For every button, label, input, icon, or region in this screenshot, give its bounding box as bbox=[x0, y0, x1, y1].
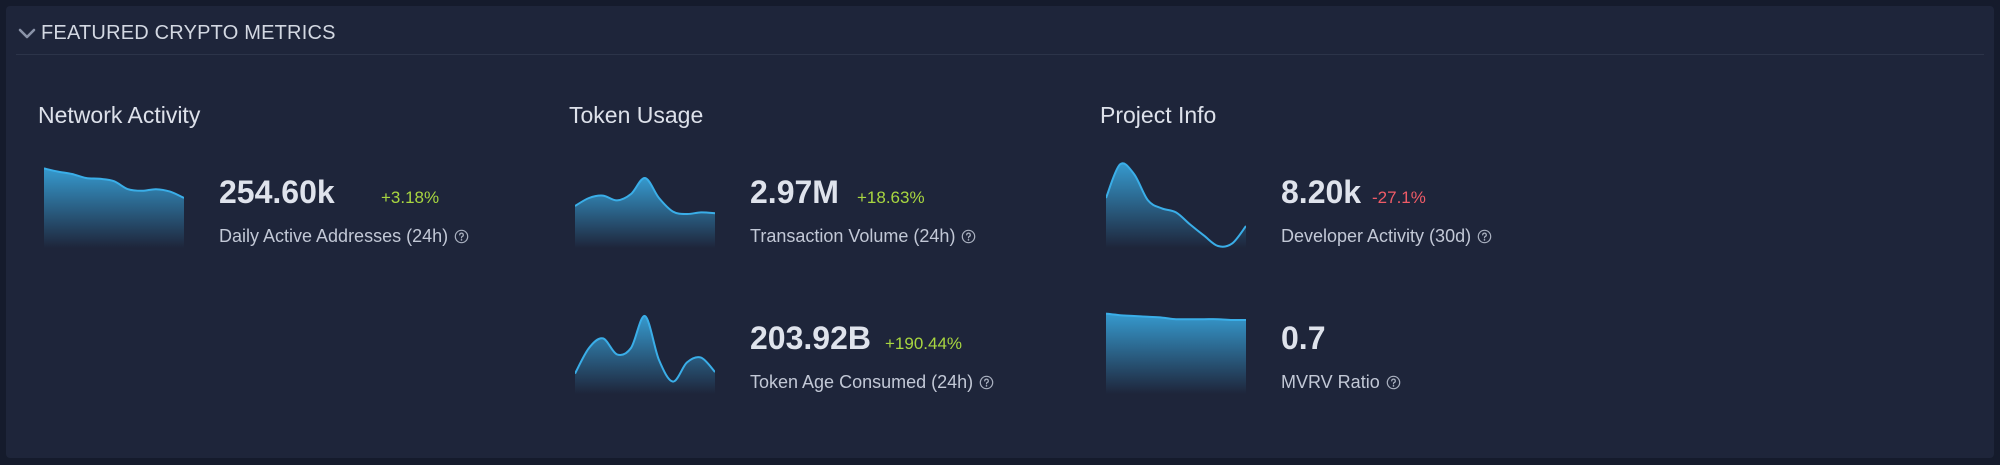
metric-value: 203.92B bbox=[750, 320, 871, 356]
help-icon[interactable] bbox=[454, 229, 469, 244]
sparkline-chart bbox=[575, 177, 715, 248]
metric-change: +3.18% bbox=[381, 188, 440, 207]
help-icon[interactable] bbox=[1477, 229, 1492, 244]
metric-value: 2.97M bbox=[750, 174, 839, 210]
sparkline-area bbox=[1106, 163, 1246, 248]
metric-label: Transaction Volume (24h) bbox=[750, 226, 976, 247]
metric-label-text: Token Age Consumed (24h) bbox=[750, 372, 974, 392]
metric-value: 8.20k bbox=[1281, 174, 1362, 210]
sparkline-chart bbox=[575, 314, 715, 394]
metric-label: Token Age Consumed (24h) bbox=[750, 372, 994, 393]
sparkline-line bbox=[575, 314, 715, 383]
sparkline-area bbox=[1106, 313, 1246, 394]
help-icon[interactable] bbox=[979, 375, 994, 390]
chevron-down-icon[interactable] bbox=[16, 22, 38, 44]
group-title-project-info: Project Info bbox=[1100, 102, 1217, 128]
sparkline-chart bbox=[44, 167, 184, 248]
sparkline-chart bbox=[1106, 162, 1246, 248]
sparkline-line bbox=[44, 167, 184, 199]
panel-header-toggle[interactable]: FEATURED CRYPTO METRICS bbox=[16, 16, 336, 50]
sparkline-line bbox=[1106, 162, 1246, 248]
help-icon[interactable] bbox=[961, 229, 976, 244]
panel-title: FEATURED CRYPTO METRICS bbox=[41, 21, 336, 44]
metric-label-text: Developer Activity (30d) bbox=[1281, 226, 1472, 246]
featured-metrics-panel: FEATURED CRYPTO METRICS Network Activity… bbox=[6, 6, 1994, 458]
metric-change: +190.44% bbox=[885, 334, 963, 353]
metric-label-text: Daily Active Addresses (24h) bbox=[219, 226, 449, 246]
metric-change: -27.1% bbox=[1372, 188, 1426, 207]
metric-label: Daily Active Addresses (24h) bbox=[219, 226, 469, 247]
metric-label: MVRV Ratio bbox=[1281, 372, 1401, 393]
sparkline-line bbox=[575, 177, 715, 216]
metric-label: Developer Activity (30d) bbox=[1281, 226, 1492, 247]
group-title-token-usage: Token Usage bbox=[569, 102, 704, 128]
sparkline-line bbox=[1106, 312, 1246, 322]
metric-label-text: MVRV Ratio bbox=[1281, 372, 1380, 392]
metric-change: +18.63% bbox=[857, 188, 925, 207]
metric-value: 0.7 bbox=[1281, 320, 1326, 356]
sparkline-area bbox=[575, 177, 715, 248]
sparkline-area bbox=[575, 315, 715, 394]
header-divider bbox=[16, 54, 1984, 55]
metric-value: 254.60k bbox=[219, 174, 335, 210]
sparkline-area bbox=[44, 168, 184, 248]
sparkline-chart bbox=[1106, 312, 1246, 394]
metric-label-text: Transaction Volume (24h) bbox=[750, 226, 956, 246]
group-title-network-activity: Network Activity bbox=[38, 102, 201, 128]
help-icon[interactable] bbox=[1386, 375, 1401, 390]
